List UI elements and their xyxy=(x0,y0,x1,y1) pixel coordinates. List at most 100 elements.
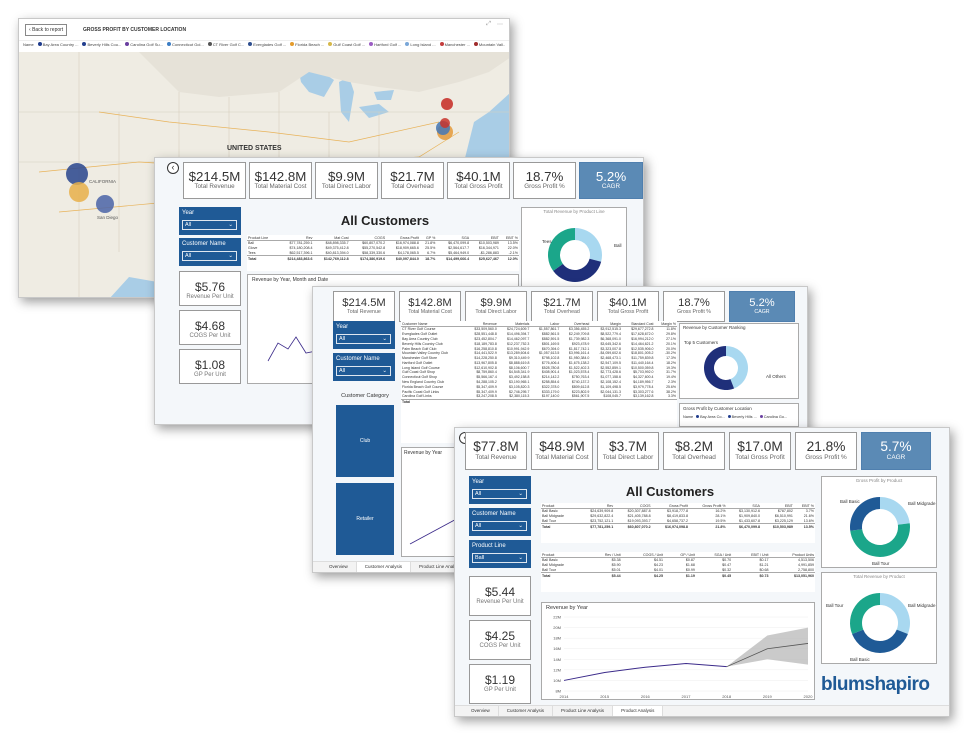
legend-item[interactable]: Long Island ... xyxy=(405,42,436,47)
table-row[interactable]: CT River Golf Course $33,509,560.0 $24,724… xyxy=(401,327,677,332)
table-row[interactable]: New England Country Club $4,288,105.2 $3,1… xyxy=(401,380,677,385)
map-bubble-ne-red2[interactable] xyxy=(440,118,450,128)
table-row[interactable]: Connecticut Golf Shop $5,566,167.4 $3,492,… xyxy=(401,375,677,380)
revenue-by-customer-ranking-panel[interactable]: Revenue by Customer Ranking Top 5 Custom… xyxy=(679,323,799,399)
column-header[interactable]: COGS xyxy=(614,503,652,509)
legend-item[interactable]: Hartford Golf ... xyxy=(369,42,401,47)
column-header[interactable]: COGS xyxy=(349,235,387,241)
legend-item[interactable]: Bay Area Co... xyxy=(696,415,725,419)
back-to-report-button[interactable]: ‹ Back to report xyxy=(25,24,68,36)
table-row[interactable]: Hartford Golf Outlet $13,967,805.8 $8,888,… xyxy=(401,360,677,365)
revenue-series-line[interactable] xyxy=(563,663,727,681)
customer-name-dropdown[interactable]: All ⌄ xyxy=(182,251,237,261)
legend-item[interactable]: Name xyxy=(683,415,693,419)
column-header[interactable]: Revenue xyxy=(465,321,498,327)
tab-customer-analysis[interactable]: Customer Analysis xyxy=(356,562,412,572)
table-row[interactable]: Ball Basic $5.38 $4.51 $0.87 $0.70 $0.17 4,513… xyxy=(541,558,815,563)
map-bubble-la[interactable] xyxy=(69,182,89,202)
table-row[interactable]: Carolina Golf Links $3,247,208.5 $2,380,11… xyxy=(401,394,677,399)
map-bubble-sd[interactable] xyxy=(96,195,114,213)
table-row[interactable]: Ball Midgrade $29,632,822.4 $21,405,788.8 $… xyxy=(541,514,815,519)
tab-customer-analysis[interactable]: Customer Analysis xyxy=(499,706,554,716)
table-row[interactable]: Tees $62,517,396.1 $40,813,394.0 $58,339,33… xyxy=(247,251,519,256)
legend-item[interactable]: Beverly Hills ... xyxy=(727,415,757,419)
column-header[interactable]: EBIT / Unit xyxy=(732,552,770,558)
column-header[interactable]: Gross Profit xyxy=(386,235,420,241)
more-options-icon[interactable]: ⋯ xyxy=(497,22,503,28)
column-header[interactable]: Margin xyxy=(590,321,622,327)
customer-name-slicer[interactable]: Customer Name All ⌄ xyxy=(179,238,241,266)
forecast-line[interactable] xyxy=(726,643,809,668)
column-header[interactable]: GP / Unit xyxy=(664,552,696,558)
gp-by-product-panel[interactable]: Gross Profit by Product Ball Basic Ball M… xyxy=(821,476,937,568)
table-row[interactable]: Palm Beach Golf Club $16,258,810.8 $10,991… xyxy=(401,346,677,351)
column-header[interactable]: Product xyxy=(541,552,588,558)
legend-item[interactable]: Carolina Golf Su... xyxy=(125,42,163,47)
table-total-row[interactable]: Total $77,781,259.1 $60,807,070.2 $16,974,0… xyxy=(541,523,815,530)
column-header[interactable]: Materials xyxy=(497,321,531,327)
table-row[interactable]: Manchester Golf Store $14,228,250.8 $9,310… xyxy=(401,356,677,361)
gp-product-slice[interactable] xyxy=(850,497,880,531)
year-slicer[interactable]: Year All ⌄ xyxy=(469,476,531,504)
tab-overview[interactable]: Overview xyxy=(463,706,499,716)
gp-product-slice[interactable] xyxy=(850,523,910,557)
gp-product-slice[interactable] xyxy=(880,497,910,525)
column-header[interactable]: Product Line xyxy=(247,235,277,241)
tab-product-line-analysis[interactable]: Product Line Analysis xyxy=(553,706,614,716)
column-header[interactable]: Overhead xyxy=(560,321,591,327)
column-header[interactable]: EBIT xyxy=(470,235,500,241)
column-header[interactable]: EBIT xyxy=(760,503,794,509)
column-header[interactable]: COGS / Unit xyxy=(621,552,665,558)
legend-item[interactable]: Florida Beach ... xyxy=(290,42,324,47)
legend-item[interactable]: Carolina Go... xyxy=(759,415,787,419)
focus-mode-icon[interactable]: ⤢ xyxy=(486,21,491,27)
column-header[interactable]: Gross Profit % xyxy=(688,503,727,509)
legend-item[interactable]: Connecticut Gol... xyxy=(166,42,204,47)
product-line-slice[interactable] xyxy=(553,258,602,282)
ranking-slice[interactable] xyxy=(704,346,735,390)
column-header[interactable]: Rev / Unit xyxy=(587,552,622,558)
table-total-row[interactable]: Total $214,483,863.6 $142,769,112.8 $174,38… xyxy=(247,255,519,262)
year-dropdown[interactable]: All ⌄ xyxy=(336,334,391,344)
category-retailer[interactable]: Retailer xyxy=(336,483,394,555)
table-row[interactable]: Ball $77,781,259.1 $48,898,335.7 $60,807,07… xyxy=(247,241,519,246)
column-header[interactable]: Product Units xyxy=(769,552,815,558)
tab-overview[interactable]: Overview xyxy=(321,562,357,572)
legend-item[interactable]: Beverly Hills Cou... xyxy=(82,42,121,47)
product-table[interactable]: Product Rev COGS Gross Profit Gross Profit %… xyxy=(541,503,815,543)
table-row[interactable]: Glove $74,180,208.4 $49,375,412.8 $55,270,5… xyxy=(247,246,519,251)
column-header[interactable]: Standard Cost xyxy=(621,321,655,327)
table-row[interactable]: Bay Area Country Club $23,452,804.7 $14,46… xyxy=(401,337,677,342)
category-club[interactable]: Club xyxy=(336,405,394,477)
column-header[interactable]: Labor xyxy=(530,321,561,327)
table-row[interactable]: Long Island Golf Course $12,610,902.8 $8,1… xyxy=(401,365,677,370)
rev-product-slice[interactable] xyxy=(850,593,880,635)
revenue-by-year-chart[interactable]: Revenue by Year 8M 10M 12M 14M 16M 18M 20M 22M 2… xyxy=(541,602,815,700)
column-header[interactable]: Rev xyxy=(276,235,314,241)
column-header[interactable]: Rev xyxy=(576,503,615,509)
gp-by-customer-location-panel[interactable]: Gross Profit by Customer Location Name Ba… xyxy=(679,403,799,427)
table-row[interactable]: Beverly Hills Country Club $18,189,783.8 $… xyxy=(401,341,677,346)
tab-product-analysis[interactable]: Product Analysis xyxy=(613,706,664,716)
year-slicer[interactable]: Year All ⌄ xyxy=(179,207,241,235)
legend-item[interactable]: Bay Area Country ... xyxy=(37,42,78,47)
legend-item[interactable]: Manchester ... xyxy=(439,42,470,47)
forecast-band[interactable] xyxy=(726,627,808,667)
customer-name-slicer[interactable]: Customer Name All ⌄ xyxy=(333,353,395,381)
product-line-table[interactable]: Product Line Rev Mat Cost COGS Gross Profit G… xyxy=(247,235,519,271)
product-line-slicer[interactable]: Product Line Ball ⌄ xyxy=(469,540,531,568)
column-header[interactable]: Product xyxy=(541,503,577,509)
column-header[interactable]: SGA / Unit xyxy=(695,552,733,558)
table-row[interactable]: Ball Tour $5.01 $4.01 $0.99 $0.32 $0.68 2,758,… xyxy=(541,568,815,573)
back-button[interactable]: ‹ xyxy=(167,162,179,174)
customer-revenue-line-chart[interactable]: Revenue by Year xyxy=(401,447,462,557)
year-slicer[interactable]: Year All ⌄ xyxy=(333,321,395,349)
table-row[interactable]: Ball Tour $23,752,121.1 $19,093,393.7 $4,65… xyxy=(541,519,815,524)
rev-product-slice[interactable] xyxy=(880,593,910,635)
table-row[interactable]: Pacific Coast Golf Links $5,347,409.9 $2,7… xyxy=(401,389,677,394)
column-header[interactable]: GP % xyxy=(419,235,437,241)
column-header[interactable]: Gross Profit xyxy=(651,503,689,509)
rev-product-slice[interactable] xyxy=(852,629,908,653)
table-total-row[interactable]: Total $5.44 $4.25 $1.19 $0.45 $0.73 $13,051,96… xyxy=(541,572,815,579)
product-line-slice[interactable] xyxy=(575,228,602,262)
